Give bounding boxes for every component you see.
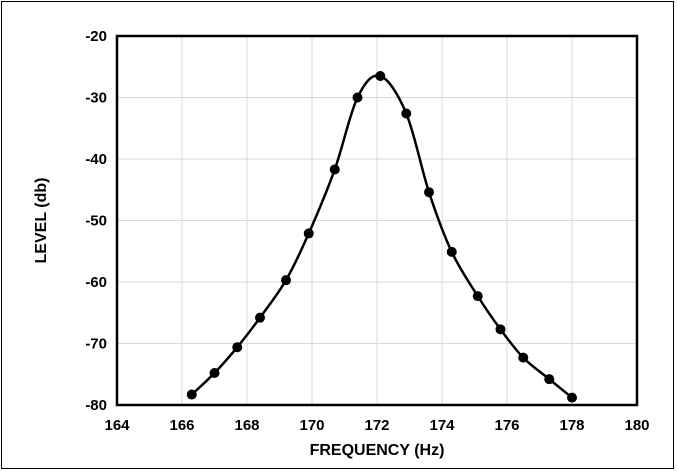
- data-point: [209, 368, 220, 379]
- data-point: [446, 246, 457, 257]
- series-line-group: [190, 74, 573, 399]
- x-tick-labels: 164 166 168 170 172 174 176 178 180: [104, 417, 649, 434]
- data-point: [567, 392, 577, 403]
- series-line: [190, 74, 573, 399]
- data-point: [472, 291, 483, 302]
- y-axis-title: LEVEL (db): [33, 178, 50, 264]
- data-point: [495, 324, 506, 335]
- x-tick-label: 180: [624, 417, 649, 434]
- data-point: [424, 187, 434, 198]
- data-markers: [186, 70, 577, 403]
- x-tick-label: 168: [234, 417, 259, 434]
- data-point: [255, 312, 265, 323]
- gridlines: [117, 36, 637, 405]
- plot-area-border: [115, 34, 639, 407]
- x-tick-label: 174: [429, 417, 455, 434]
- y-tick-label: -50: [85, 213, 107, 230]
- x-tick-label: 178: [559, 417, 584, 434]
- data-point: [352, 92, 363, 103]
- x-tick-label: 172: [364, 417, 389, 434]
- data-point: [303, 228, 314, 239]
- data-point: [544, 374, 555, 385]
- x-axis-title: FREQUENCY (Hz): [310, 442, 445, 459]
- x-tick-label: 164: [104, 417, 130, 434]
- y-tick-labels: -20 -30 -40 -50 -60 -70 -80: [85, 28, 107, 414]
- y-tick-label: -20: [85, 28, 107, 45]
- x-tick-label: 166: [169, 417, 194, 434]
- y-tick-label: -40: [85, 151, 107, 168]
- y-tick-label: -70: [85, 336, 107, 353]
- x-tick-label: 170: [299, 417, 324, 434]
- data-point: [232, 342, 243, 353]
- data-point: [375, 70, 386, 81]
- data-point: [329, 164, 340, 175]
- x-tick-label: 176: [494, 417, 519, 434]
- y-tick-label: -30: [85, 90, 107, 107]
- data-point: [401, 108, 412, 119]
- y-tick-label: -60: [85, 274, 107, 291]
- data-point: [518, 352, 529, 363]
- data-point: [281, 275, 291, 286]
- y-tick-label: -80: [85, 397, 107, 414]
- data-point: [186, 389, 197, 400]
